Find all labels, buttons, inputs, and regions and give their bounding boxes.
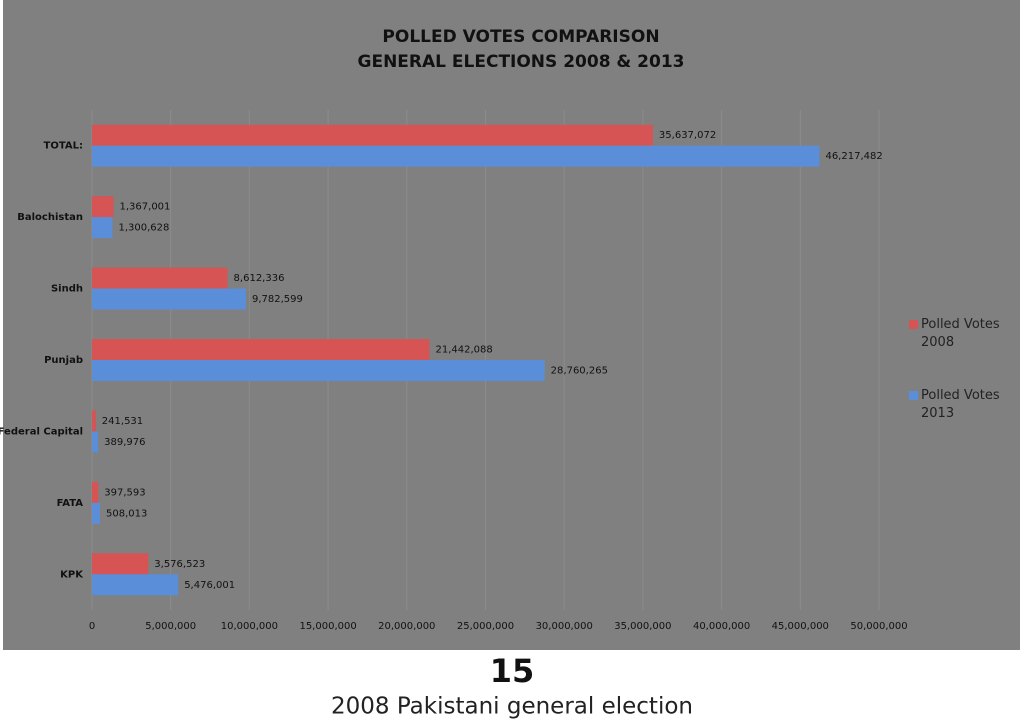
y-tick-label: Balochistan (17, 212, 83, 223)
x-tick-label: 30,000,000 (536, 621, 593, 632)
x-tick-label: 0 (89, 621, 95, 632)
x-tick-label: 50,000,000 (850, 621, 907, 632)
value-label: 9,782,599 (252, 294, 303, 305)
value-label: 35,637,072 (659, 130, 716, 141)
x-tick-label: 45,000,000 (772, 621, 829, 632)
y-tick-label: FATA (57, 498, 84, 509)
value-label: 508,013 (106, 508, 147, 519)
value-label: 1,300,628 (118, 223, 169, 234)
caption: 2008 Pakistani general election (331, 694, 693, 720)
x-tick-label: 5,000,000 (145, 621, 196, 632)
bar (92, 431, 99, 453)
value-label: 46,217,482 (825, 151, 882, 162)
y-tick-label: Punjab (44, 355, 83, 366)
chart-subtitle: GENERAL ELECTIONS 2008 & 2013 (358, 52, 685, 72)
x-tick-label: 20,000,000 (378, 621, 435, 632)
x-tick-label: 25,000,000 (457, 621, 514, 632)
x-tick-label: 35,000,000 (614, 621, 671, 632)
bar (92, 124, 653, 146)
chart-title: POLLED VOTES COMPARISON (382, 27, 659, 47)
x-tick-label: 10,000,000 (221, 621, 278, 632)
legend-swatch (909, 391, 918, 400)
value-label: 3,576,523 (154, 559, 205, 570)
bar (92, 339, 430, 360)
bar (92, 553, 149, 575)
chart-background (3, 0, 1020, 650)
bar (92, 217, 113, 239)
bar (92, 267, 228, 289)
bar (92, 574, 179, 596)
bar (92, 410, 96, 432)
bar (92, 481, 99, 503)
x-tick-label: 40,000,000 (693, 621, 750, 632)
y-tick-label: KPK (60, 569, 84, 580)
value-label: 397,593 (104, 487, 145, 498)
bar (92, 360, 545, 381)
value-label: 28,760,265 (551, 366, 608, 377)
y-tick-label: Federal Capital (0, 426, 83, 437)
bar (92, 288, 246, 310)
page-number: 15 (490, 652, 535, 690)
value-label: 8,612,336 (234, 273, 285, 284)
x-tick-label: 15,000,000 (299, 621, 356, 632)
legend-label: Polled Votes 2008 (921, 317, 1000, 350)
value-label: 5,476,001 (184, 580, 235, 591)
legend-label: Polled Votes 2013 (921, 388, 1000, 421)
bar (92, 196, 114, 218)
y-tick-label: Sindh (51, 284, 83, 295)
value-label: 1,367,001 (120, 202, 171, 213)
value-label: 21,442,088 (435, 345, 492, 356)
value-label: 241,531 (102, 416, 143, 427)
bar (92, 145, 820, 167)
y-tick-label: TOTAL: (44, 141, 83, 152)
legend-swatch (909, 320, 918, 329)
bar (92, 502, 100, 524)
value-label: 389,976 (104, 437, 145, 448)
